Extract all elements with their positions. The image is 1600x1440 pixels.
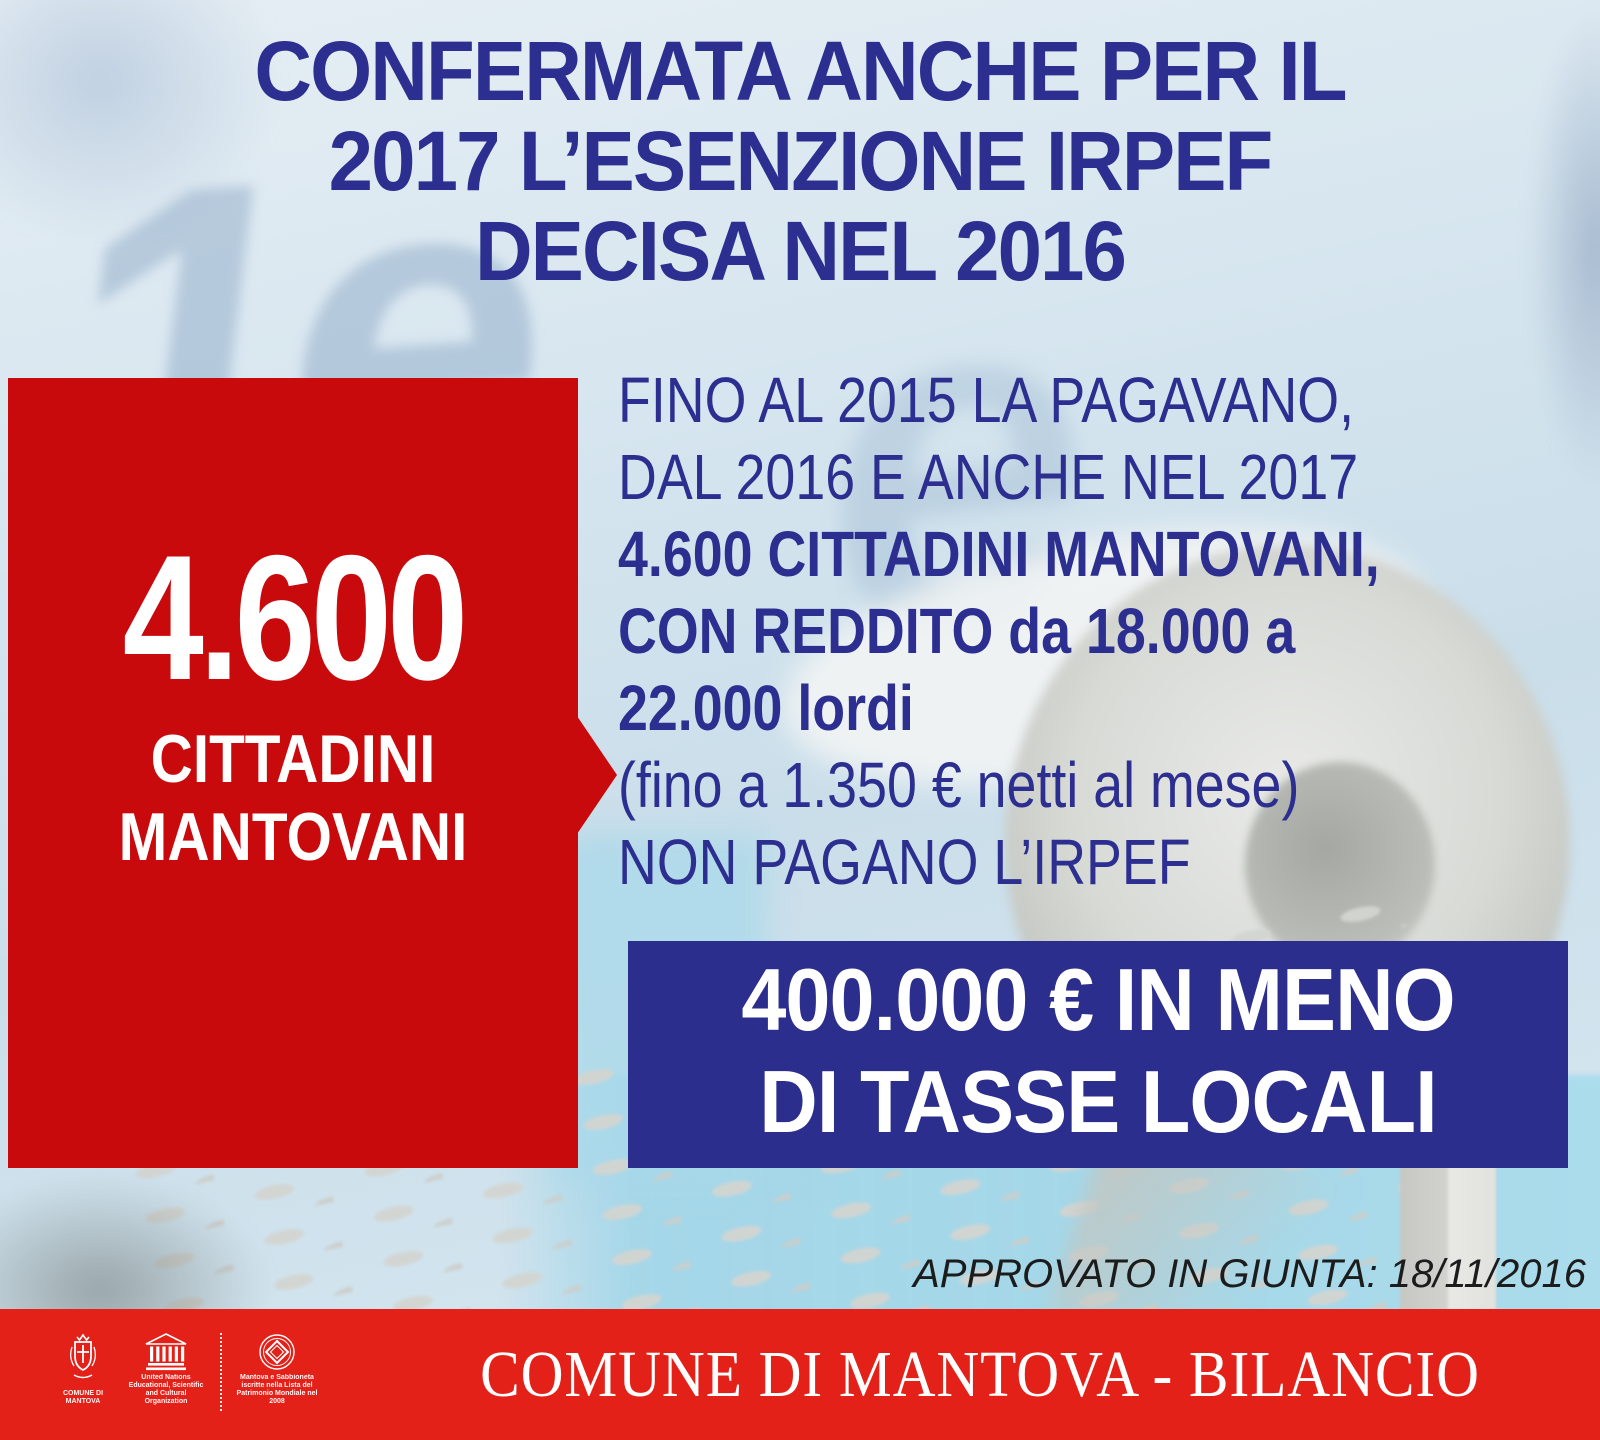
footer-banner: COMUNE DI MANTOVA Unit	[0, 1309, 1600, 1440]
stat-value: 4.600	[122, 518, 469, 717]
approval-note: APPROVATO IN GIUNTA: 18/11/2016	[913, 1252, 1586, 1296]
mantova-sabbioneta-logo: Mantova e Sabbioneta iscritte nella List…	[236, 1333, 318, 1406]
title-line-2: 2017 L’ESENZIONE IRPEF	[328, 114, 1274, 208]
world-heritage-diamond-icon	[259, 1334, 295, 1370]
stat-label-line-1: CITTADINI	[150, 721, 436, 797]
title-line-1: CONFERMATA ANCHE PER IL	[254, 24, 1347, 118]
body-line-6: (fino a 1.350 € netti al mese)	[618, 749, 1300, 821]
body-line-1: FINO AL 2015 LA PAGAVANO,	[618, 364, 1355, 436]
unesco-logo: United Nations Educational, Scientific a…	[126, 1333, 206, 1406]
title-line-3: DECISA NEL 2016	[474, 204, 1127, 298]
body-line-2: DAL 2016 E ANCHE NEL 2017	[618, 441, 1359, 513]
banner-title: COMUNE DI MANTOVA - BILANCIO 2017	[480, 1338, 1480, 1440]
stat-label-line-2: MANTOVANI	[118, 799, 468, 875]
body-line-3: 4.600 CITTADINI MANTOVANI,	[618, 518, 1380, 590]
unesco-temple-icon	[145, 1333, 187, 1371]
comune-di-mantova-crest-icon	[69, 1333, 97, 1379]
background-cloud-topleft	[0, 0, 280, 240]
receipt-paper-strip	[1400, 1160, 1496, 1318]
logo-separator	[220, 1333, 222, 1411]
highlight-box: 400.000 € IN MENO DI TASSE LOCALI	[628, 941, 1568, 1168]
unesco-logo-caption: United Nations Educational, Scientific a…	[128, 1374, 204, 1405]
stat-box: 4.600 CITTADINI MANTOVANI	[8, 378, 617, 1168]
mantova-sabbioneta-caption: Mantova e Sabbioneta iscritte nella List…	[236, 1374, 318, 1405]
body-line-5: 22.000 lordi	[618, 672, 914, 744]
footer-logos: COMUNE DI MANTOVA Unit	[52, 1333, 318, 1411]
highlight-line-2: DI TASSE LOCALI	[759, 1052, 1437, 1151]
comune-logo-caption: COMUNE DI MANTOVA	[62, 1390, 104, 1405]
comune-di-mantova-logo: COMUNE DI MANTOVA	[52, 1333, 114, 1406]
stat-labels: CITTADINI MANTOVANI	[48, 720, 538, 876]
highlight-line-1: 400.000 € IN MENO	[741, 950, 1455, 1049]
body-line-7: NON PAGANO L’IRPEF	[618, 826, 1191, 898]
page-title: CONFERMATA ANCHE PER IL 2017 L’ESENZIONE…	[40, 26, 1560, 296]
body-line-4: CON REDDITO da 18.000 a	[618, 595, 1296, 667]
body-text: FINO AL 2015 LA PAGAVANO, DAL 2016 E ANC…	[618, 362, 1600, 901]
highlight-text: 400.000 € IN MENO DI TASSE LOCALI	[666, 949, 1531, 1153]
